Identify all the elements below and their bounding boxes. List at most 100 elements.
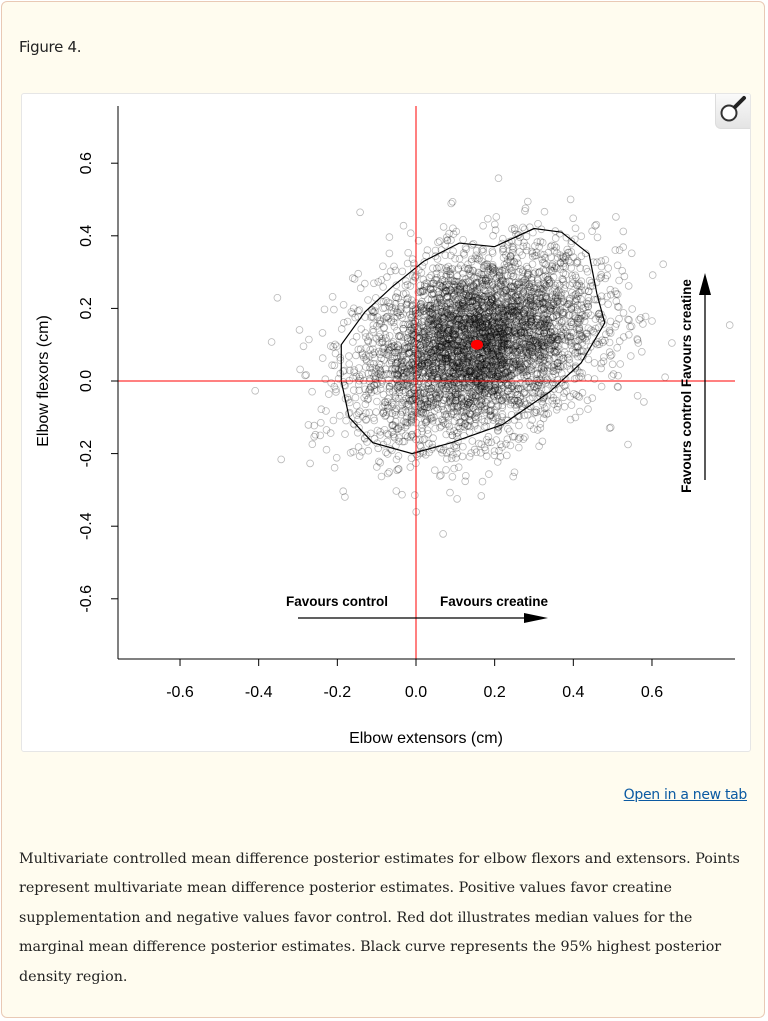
scatter-point (460, 420, 469, 428)
scatter-point (635, 315, 643, 324)
scatter-point (465, 264, 473, 273)
scatter-point (439, 530, 447, 538)
scatter-point (524, 307, 532, 315)
scatter-point (497, 304, 506, 312)
scatter-point (498, 413, 506, 421)
scatter-point (450, 280, 458, 289)
scatter-point (490, 356, 499, 364)
scatter-point (532, 360, 540, 369)
scatter-point (557, 369, 566, 378)
scatter-point (412, 374, 421, 383)
scatter-point (549, 301, 558, 310)
scatter-point (489, 363, 498, 372)
scatter-point (518, 308, 526, 317)
scatter-point (446, 310, 455, 319)
scatter-point (527, 376, 535, 384)
scatter-point (366, 429, 375, 438)
scatter-point (523, 271, 532, 279)
scatter-point (571, 224, 580, 233)
scatter-point (490, 447, 499, 455)
scatter-point (421, 408, 430, 417)
scatter-point (538, 238, 547, 247)
scatter-point (402, 431, 410, 440)
scatter-point (458, 360, 467, 369)
scatter-point (404, 249, 413, 257)
scatter-point (382, 296, 390, 305)
scatter-point (449, 283, 457, 292)
scatter-point (488, 282, 496, 290)
scatter-point (468, 401, 476, 410)
scatter-point (476, 391, 485, 400)
scatter-point (612, 290, 621, 298)
scatter-point (451, 375, 460, 383)
scatter-point (515, 421, 523, 430)
scatter-point (384, 351, 393, 360)
scatter-point (531, 289, 539, 297)
scatter-point (497, 331, 505, 340)
scatter-point (438, 312, 447, 321)
scatter-point (562, 252, 570, 261)
scatter-point (499, 336, 508, 345)
scatter-point (493, 298, 502, 307)
scatter-point (447, 454, 456, 463)
scatter-point (429, 264, 437, 273)
scatter-point (459, 249, 468, 257)
scatter-point (452, 339, 460, 348)
scatter-point (518, 343, 526, 352)
scatter-point (465, 269, 474, 278)
scatter-point (444, 262, 453, 271)
scatter-point (534, 289, 543, 297)
scatter-point (482, 344, 491, 353)
scatter-point (487, 295, 496, 304)
scatter-points (251, 174, 734, 538)
scatter-point (374, 278, 383, 286)
scatter-point (612, 320, 621, 328)
scatter-point (420, 317, 429, 326)
scatter-point (456, 361, 465, 370)
scatter-point (464, 265, 472, 274)
scatter-point (478, 315, 487, 324)
scatter-point (533, 342, 542, 350)
scatter-point (418, 362, 426, 370)
scatter-point (455, 389, 464, 397)
scatter-point (468, 437, 477, 445)
scatter-point (508, 299, 517, 307)
scatter-point (470, 314, 479, 323)
scatter-point (549, 332, 557, 341)
scatter-point (452, 312, 460, 321)
scatter-point (530, 293, 539, 302)
scatter-point (530, 354, 538, 363)
scatter-point (464, 336, 473, 345)
scatter-point (505, 357, 514, 366)
scatter-point (385, 233, 394, 241)
scatter-point (510, 334, 518, 343)
scatter-point (407, 413, 415, 422)
scatter-point (528, 337, 537, 346)
scatter-point (377, 338, 386, 347)
scatter-point (474, 439, 483, 448)
scatter-point (483, 215, 492, 223)
scatter-point (559, 253, 567, 261)
scatter-point (420, 353, 429, 362)
scatter-point (542, 293, 551, 301)
scatter-point (401, 418, 410, 427)
scatter-point (479, 222, 487, 230)
scatter-point (516, 329, 525, 338)
scatter-point (531, 334, 540, 343)
scatter-point (481, 328, 490, 337)
scatter-point (424, 379, 433, 387)
scatter-point (345, 360, 354, 368)
scatter-point (449, 290, 458, 299)
open-in-new-tab-link[interactable]: Open in a new tab (623, 787, 748, 803)
scatter-point (502, 358, 511, 367)
scatter-point (604, 300, 612, 309)
scatter-point (485, 307, 494, 316)
scatter-point (497, 274, 506, 283)
scatter-point (427, 271, 436, 280)
scatter-point (581, 334, 589, 343)
scatter-point (423, 403, 432, 412)
figure-image[interactable]: -0.6 -0.4 -0.2 0.0 0.2 0.4 0.6 -0.6 -0.4 -0.2 0.0… (21, 93, 751, 752)
scatter-point (324, 390, 333, 398)
scatter-point (533, 302, 541, 311)
zoom-button[interactable] (715, 94, 750, 129)
